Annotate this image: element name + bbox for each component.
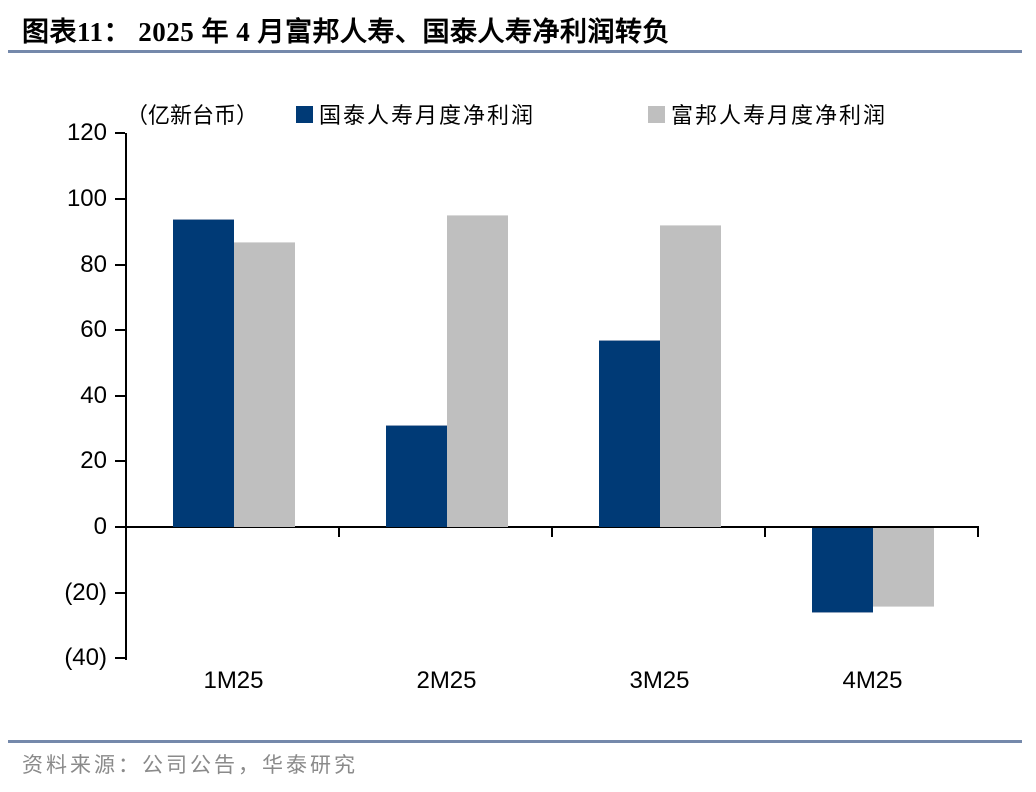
x-axis-tick (551, 528, 553, 537)
bar-fubon-4M25 (872, 528, 934, 607)
y-axis-tick (115, 198, 125, 200)
y-tick-label: 20 (80, 447, 107, 475)
y-axis-line (125, 133, 127, 661)
x-axis-tick (338, 528, 340, 537)
y-axis-tick (115, 132, 125, 135)
y-axis-tick (115, 329, 125, 332)
y-tick-label: 60 (80, 316, 107, 344)
x-category-label: 2M25 (416, 667, 477, 694)
y-axis-unit-label: （亿新台币） (126, 103, 259, 128)
source-attribution: 资料来源：公司公告，华泰研究 (22, 753, 358, 777)
y-tick-label: 40 (80, 381, 107, 409)
y-tick-label: 100 (66, 185, 107, 212)
bar-cathay-3M25 (598, 340, 660, 527)
bar-cathay-1M25 (172, 218, 234, 527)
footer-divider-line (8, 740, 1022, 743)
chart-title: 图表11： 2025 年 4 月富邦人寿、国泰人寿净利润转负 (22, 17, 671, 47)
y-tick-label: 80 (80, 250, 107, 278)
y-tick-label: (40) (64, 644, 107, 672)
x-axis-tick (977, 528, 979, 537)
title-divider-line (8, 50, 1022, 53)
y-tick-label: 0 (93, 513, 107, 540)
y-axis-tick (115, 526, 125, 528)
bar-cathay-4M25 (811, 528, 873, 614)
y-axis-tick (115, 657, 125, 660)
y-tick-label: 120 (66, 119, 107, 147)
y-axis-tick (115, 591, 125, 594)
y-axis-tick (115, 263, 125, 266)
legend-item-fubon: 富邦人寿月度净利润 (648, 98, 887, 130)
x-axis-tick (764, 528, 766, 537)
bar-fubon-2M25 (446, 215, 508, 527)
legend-label-cathay: 国泰人寿月度净利润 (319, 103, 536, 128)
x-category-label: 3M25 (629, 667, 690, 694)
legend-label-fubon: 富邦人寿月度净利润 (671, 103, 888, 128)
y-axis-tick (115, 460, 125, 463)
y-tick-label: (20) (64, 578, 107, 606)
x-axis-line (127, 526, 979, 528)
bar-cathay-2M25 (385, 425, 447, 527)
x-category-label: 4M25 (842, 667, 903, 694)
legend-item-cathay: 国泰人寿月度净利润 (296, 98, 535, 130)
bar-fubon-1M25 (233, 241, 295, 527)
bar-fubon-3M25 (659, 225, 721, 527)
legend-swatch-cathay-icon (296, 105, 313, 123)
x-category-label: 1M25 (203, 667, 264, 694)
legend-swatch-fubon-icon (648, 105, 665, 123)
y-axis-tick (115, 394, 125, 397)
